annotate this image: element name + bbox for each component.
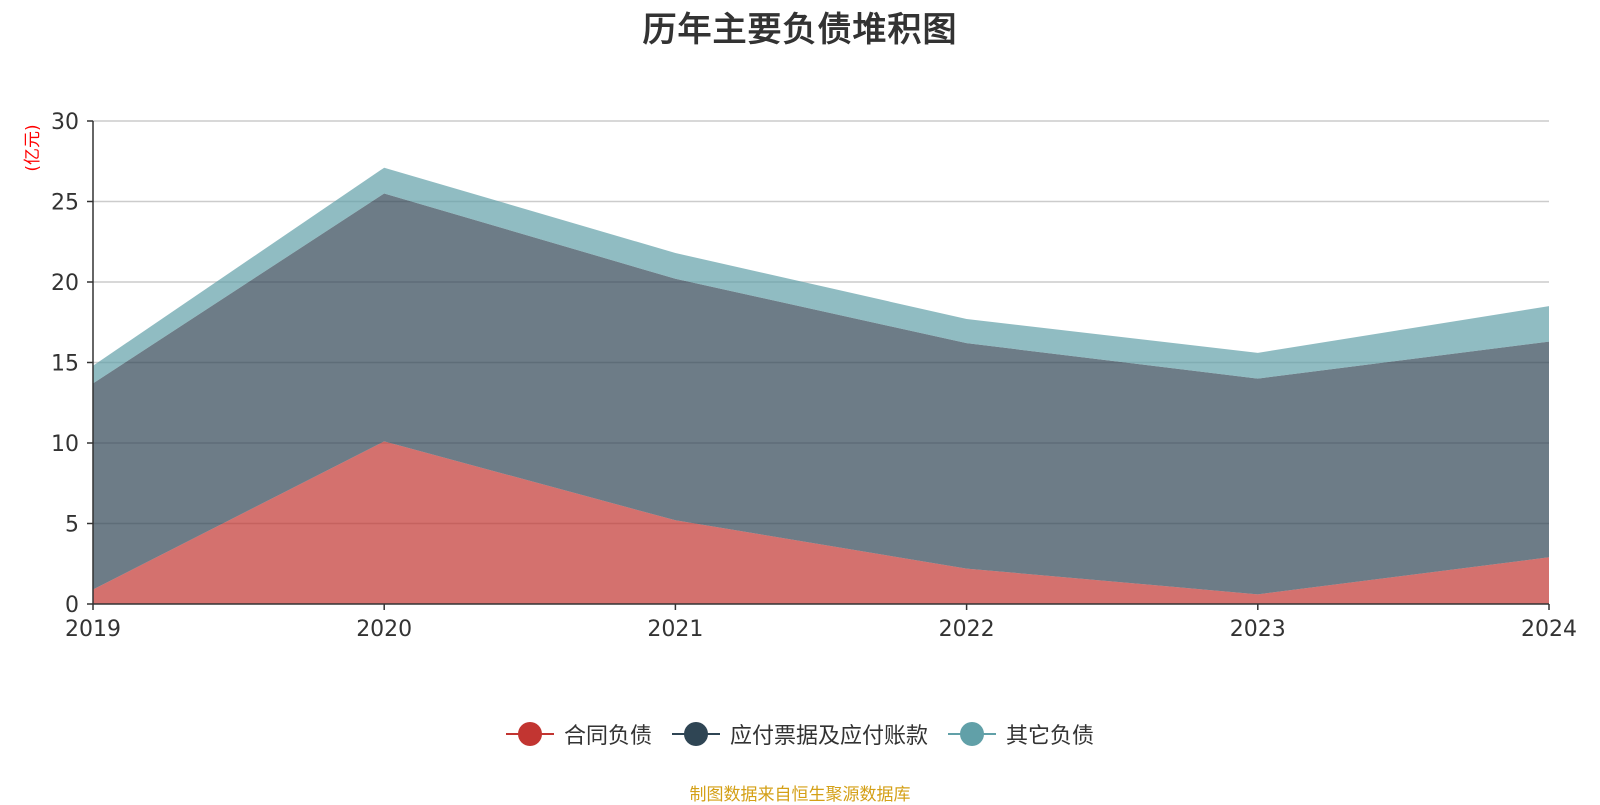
legend-swatch-3 xyxy=(948,721,996,747)
y-tick-label-15: 15 xyxy=(51,352,79,377)
area-series-2[interactable] xyxy=(93,193,1549,595)
legend-swatch-2 xyxy=(671,721,720,747)
y-tick-label-20: 20 xyxy=(51,271,79,296)
y-axis-label: (亿元) xyxy=(23,124,43,171)
legend-swatch-1 xyxy=(505,721,554,747)
legend-label-3: 其它负债 xyxy=(1006,724,1095,749)
legend-item-2[interactable]: 应付票据及应付账款 xyxy=(671,718,928,750)
legend-label-2: 应付票据及应付账款 xyxy=(729,724,928,749)
axes: 0 5 10 15 20 25 30 2019 2020 2021 2022 2023 2024 xyxy=(51,110,1577,642)
y-tick-label-10: 10 xyxy=(51,432,79,457)
chart-title: 历年主要负债堆积图 xyxy=(642,10,958,50)
y-tick-label-5: 5 xyxy=(65,513,79,538)
y-tick-label-0: 0 xyxy=(65,593,79,618)
legend-item-3[interactable]: 其它负债 xyxy=(948,718,1094,750)
legend: 合同负债 应付票据及应付账款 其它负债 xyxy=(0,718,1600,750)
y-tick-label-25: 25 xyxy=(51,191,79,216)
x-tick-label-2020: 2020 xyxy=(356,617,412,642)
x-tick-label-2022: 2022 xyxy=(939,617,995,642)
area-series xyxy=(93,167,1549,604)
x-tick-label-2023: 2023 xyxy=(1230,617,1286,642)
area-series-1[interactable] xyxy=(93,441,1549,604)
x-tick-label-2019: 2019 xyxy=(65,617,121,642)
legend-label-1: 合同负债 xyxy=(563,724,652,749)
y-tick-label-30: 30 xyxy=(51,110,79,135)
source-note: 制图数据来自恒生聚源数据库 xyxy=(689,785,911,805)
x-tick-label-2021: 2021 xyxy=(647,617,703,642)
x-tick-label-2024: 2024 xyxy=(1521,617,1577,642)
legend-item-1[interactable]: 合同负债 xyxy=(505,718,652,750)
